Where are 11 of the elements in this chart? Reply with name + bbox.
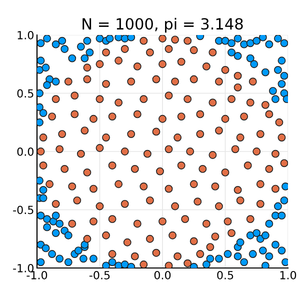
x-tick-label: 0.5 [217,270,234,280]
x-tick-label: -1.0 [26,270,48,280]
chart-title: N = 1000, pi = 3.148 [82,18,243,33]
y-tick-label: -1.0 [13,264,34,272]
x-tick-label: -0.5 [89,270,110,280]
y-tick-label: 0.0 [17,147,34,156]
x-tick-label: 1.0 [280,270,296,280]
y-tick-label: 0.5 [17,89,34,98]
x-tick-label: 0.0 [154,270,171,280]
y-tick-label: 1.0 [18,30,34,40]
y-tick-label: -0.5 [13,206,34,214]
